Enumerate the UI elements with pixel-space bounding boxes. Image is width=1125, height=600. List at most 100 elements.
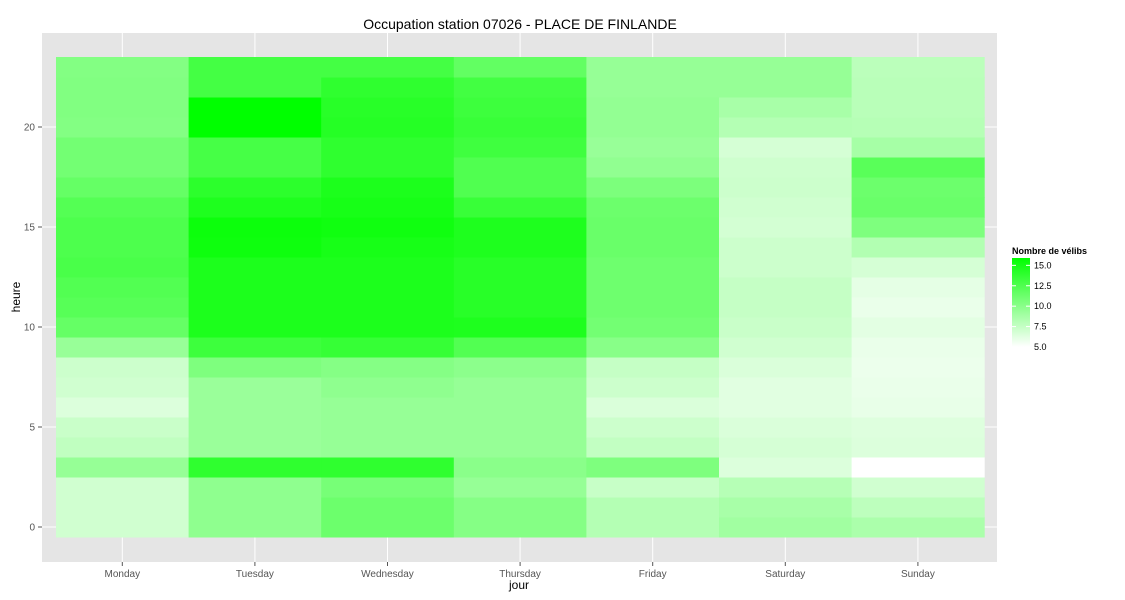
heatmap-cell bbox=[719, 57, 853, 78]
heatmap-cell bbox=[586, 237, 720, 258]
heatmap-cell bbox=[851, 517, 985, 538]
heatmap-cell bbox=[851, 97, 985, 118]
heatmap-cell bbox=[321, 497, 455, 518]
heatmap-cell bbox=[321, 297, 455, 318]
heatmap-cell bbox=[851, 437, 985, 458]
heatmap-cell bbox=[851, 177, 985, 198]
heatmap-cell bbox=[188, 417, 322, 438]
x-tick-label: Wednesday bbox=[361, 569, 414, 580]
heatmap-cell bbox=[453, 97, 587, 118]
heatmap-cell bbox=[188, 497, 322, 518]
heatmap-cell bbox=[188, 457, 322, 478]
x-axis-title: jour bbox=[508, 578, 529, 592]
heatmap-cell bbox=[321, 317, 455, 338]
heatmap-cell bbox=[321, 157, 455, 178]
heatmap-cell bbox=[321, 237, 455, 258]
heatmap-cell bbox=[56, 297, 190, 318]
heatmap-cell bbox=[56, 277, 190, 298]
heatmap-cell bbox=[321, 397, 455, 418]
heatmap-cell bbox=[719, 297, 853, 318]
heatmap-cell bbox=[453, 157, 587, 178]
x-tick-label: Saturday bbox=[765, 569, 805, 580]
heatmap-cell bbox=[56, 317, 190, 338]
heatmap-cell bbox=[851, 117, 985, 138]
heatmap-cell bbox=[586, 357, 720, 378]
heatmap-cell bbox=[453, 337, 587, 358]
heatmap-cell bbox=[719, 497, 853, 518]
chart-title: Occupation station 07026 - PLACE DE FINL… bbox=[363, 16, 677, 32]
heatmap-cell bbox=[188, 517, 322, 538]
heatmap-cell bbox=[851, 77, 985, 98]
y-axis-title: heure bbox=[9, 281, 23, 312]
heatmap-cell bbox=[188, 217, 322, 238]
heatmap-cell bbox=[188, 477, 322, 498]
heatmap-cell bbox=[188, 357, 322, 378]
heatmap-cell bbox=[586, 117, 720, 138]
heatmap-cell bbox=[851, 257, 985, 278]
y-axis-ticks: 0 5 10 15 20 bbox=[24, 123, 42, 534]
heatmap-cell bbox=[453, 417, 587, 438]
heatmap-cell bbox=[56, 477, 190, 498]
heatmap-cell bbox=[56, 137, 190, 158]
heatmap-cell bbox=[188, 297, 322, 318]
heatmap-cell bbox=[586, 437, 720, 458]
heatmap-cell bbox=[321, 437, 455, 458]
heatmap-cell bbox=[851, 317, 985, 338]
heatmap-cell bbox=[586, 137, 720, 158]
heatmap-cell bbox=[321, 337, 455, 358]
heatmap-cell bbox=[56, 337, 190, 358]
heatmap-cell bbox=[453, 457, 587, 478]
heatmap-cell bbox=[851, 157, 985, 178]
heatmap-cell bbox=[719, 377, 853, 398]
heatmap-cell bbox=[719, 77, 853, 98]
heatmap-cell bbox=[719, 477, 853, 498]
heatmap-cell bbox=[851, 57, 985, 78]
x-tick-label: Thursday bbox=[499, 569, 541, 580]
heatmap-cell bbox=[321, 517, 455, 538]
heatmap-cell bbox=[453, 197, 587, 218]
legend-tick-label: 12.5 bbox=[1034, 281, 1052, 291]
heatmap-cell bbox=[586, 277, 720, 298]
heatmap-cell bbox=[321, 97, 455, 118]
heatmap-cell bbox=[586, 497, 720, 518]
y-tick-label: 20 bbox=[24, 123, 36, 134]
heatmap-cell bbox=[56, 457, 190, 478]
x-tick-label: Tuesday bbox=[236, 569, 274, 580]
heatmap-cell bbox=[188, 337, 322, 358]
heatmap-cell bbox=[453, 257, 587, 278]
heatmap-cell bbox=[586, 217, 720, 238]
heatmap-cell bbox=[586, 57, 720, 78]
heatmap-cell bbox=[453, 397, 587, 418]
heatmap-cell bbox=[851, 397, 985, 418]
heatmap-cell bbox=[321, 357, 455, 378]
heatmap-cell bbox=[453, 57, 587, 78]
heatmap-cell bbox=[719, 117, 853, 138]
heatmap-cell bbox=[586, 317, 720, 338]
heatmap-cell bbox=[56, 197, 190, 218]
y-tick-label: 0 bbox=[29, 523, 35, 534]
x-tick-label: Sunday bbox=[901, 569, 935, 580]
heatmap-cell bbox=[321, 137, 455, 158]
heatmap-cell bbox=[321, 197, 455, 218]
heatmap-cell bbox=[321, 77, 455, 98]
heatmap-cell bbox=[56, 257, 190, 278]
heatmap-cell bbox=[321, 257, 455, 278]
heatmap-cell bbox=[453, 377, 587, 398]
heatmap-cell bbox=[851, 457, 985, 478]
legend-tick-label: 7.5 bbox=[1034, 322, 1047, 332]
heatmap-cell bbox=[453, 177, 587, 198]
heatmap-cell bbox=[56, 517, 190, 538]
heatmap-cell bbox=[851, 337, 985, 358]
heatmap-cell bbox=[586, 97, 720, 118]
heatmap-cell bbox=[719, 317, 853, 338]
heatmap-cell bbox=[719, 277, 853, 298]
heatmap-cell bbox=[453, 477, 587, 498]
heatmap-cell bbox=[719, 177, 853, 198]
heatmap-cell bbox=[851, 197, 985, 218]
heatmap-cell bbox=[586, 517, 720, 538]
heatmap-cell bbox=[719, 437, 853, 458]
heatmap-cell bbox=[586, 157, 720, 178]
heatmap-cell bbox=[851, 497, 985, 518]
heatmap-cell bbox=[453, 77, 587, 98]
